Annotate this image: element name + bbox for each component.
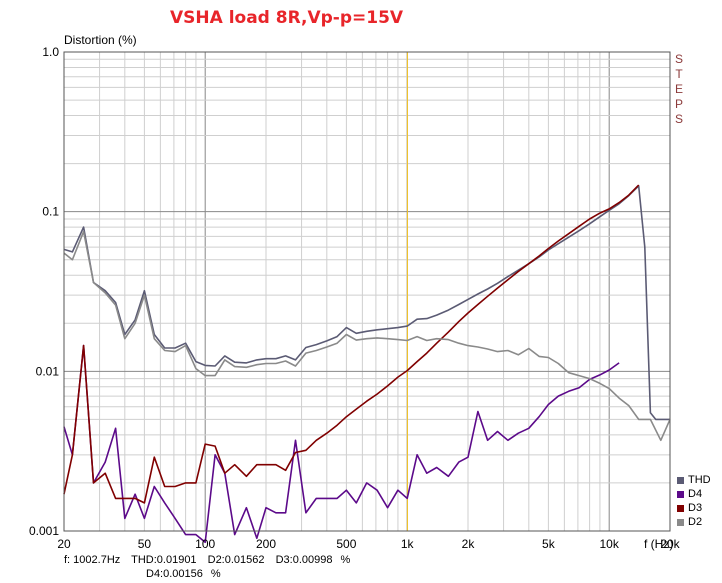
series-d4-line: [63, 344, 620, 544]
y-tick-label: 0.01: [36, 364, 60, 378]
legend-swatch: [677, 476, 684, 484]
x-tick-label: 20k: [660, 537, 680, 551]
readout-percent-unit: %: [340, 554, 351, 566]
plot-border: [63, 51, 671, 532]
readout-d2: D2:0.01562: [207, 554, 265, 566]
legend-swatch: [677, 490, 684, 498]
series-d2-line: [63, 230, 671, 442]
legend-item-d4[interactable]: D4: [677, 487, 711, 501]
legend-item-thd[interactable]: THD: [677, 473, 711, 487]
x-tick-label: 1k: [401, 537, 415, 551]
series-d3-line: [63, 184, 640, 504]
readout-frequency: f: 1002.7Hz: [64, 554, 121, 566]
legend-swatch: [677, 504, 684, 512]
y-tick-label: 0.001: [29, 524, 59, 538]
legend-label: D3: [688, 502, 703, 514]
y-axis-label: Distortion (%): [64, 33, 137, 47]
y-tick-label: 0.1: [42, 205, 59, 219]
legend-label: D4: [688, 488, 703, 500]
cursor-readout: f: 1002.7Hz THD:0.01901 D2:0.01562 D3:0.…: [64, 553, 358, 581]
steps-letter: E: [674, 82, 683, 96]
steps-letter: S: [674, 52, 683, 66]
readout-thd: THD:0.01901: [131, 554, 197, 566]
chart-title: VSHA load 8R,Vp-p=15V: [170, 8, 404, 28]
series-layer: [63, 184, 671, 544]
x-tick-label: 2k: [462, 537, 476, 551]
plot-frame: [63, 51, 671, 532]
readout-percent-unit-2: %: [210, 568, 221, 580]
plot-grid: [63, 52, 671, 532]
legend-label: D2: [688, 516, 703, 528]
legend: THD D4 D3 D2: [677, 473, 711, 529]
legend-label: THD: [688, 474, 711, 486]
steps-letter: S: [674, 112, 683, 126]
x-tick-label: 10k: [600, 537, 620, 551]
x-tick-label: 100: [195, 537, 215, 551]
y-tick-labels: 1.0 0.1 0.01 0.001: [29, 45, 59, 538]
y-tick-label: 1.0: [42, 45, 59, 59]
x-tick-label: 200: [256, 537, 276, 551]
x-tick-label: 5k: [542, 537, 556, 551]
readout-d3: D3:0.00998: [275, 554, 333, 566]
readout-d4: D4:0.00156: [146, 568, 203, 580]
x-axis-label: f (Hz): [644, 537, 673, 551]
x-tick-label: 50: [138, 537, 152, 551]
steps-letter: T: [675, 67, 683, 81]
legend-swatch: [677, 518, 684, 526]
x-tick-label: 500: [336, 537, 356, 551]
legend-item-d2[interactable]: D2: [677, 515, 711, 529]
x-tick-label: 20: [57, 537, 71, 551]
series-thd-line: [63, 185, 670, 421]
x-tick-labels: 20 50 100 200 500 1k 2k 5k 10k 20k: [57, 537, 680, 551]
steps-letter: P: [674, 97, 683, 111]
legend-item-d3[interactable]: D3: [677, 501, 711, 515]
